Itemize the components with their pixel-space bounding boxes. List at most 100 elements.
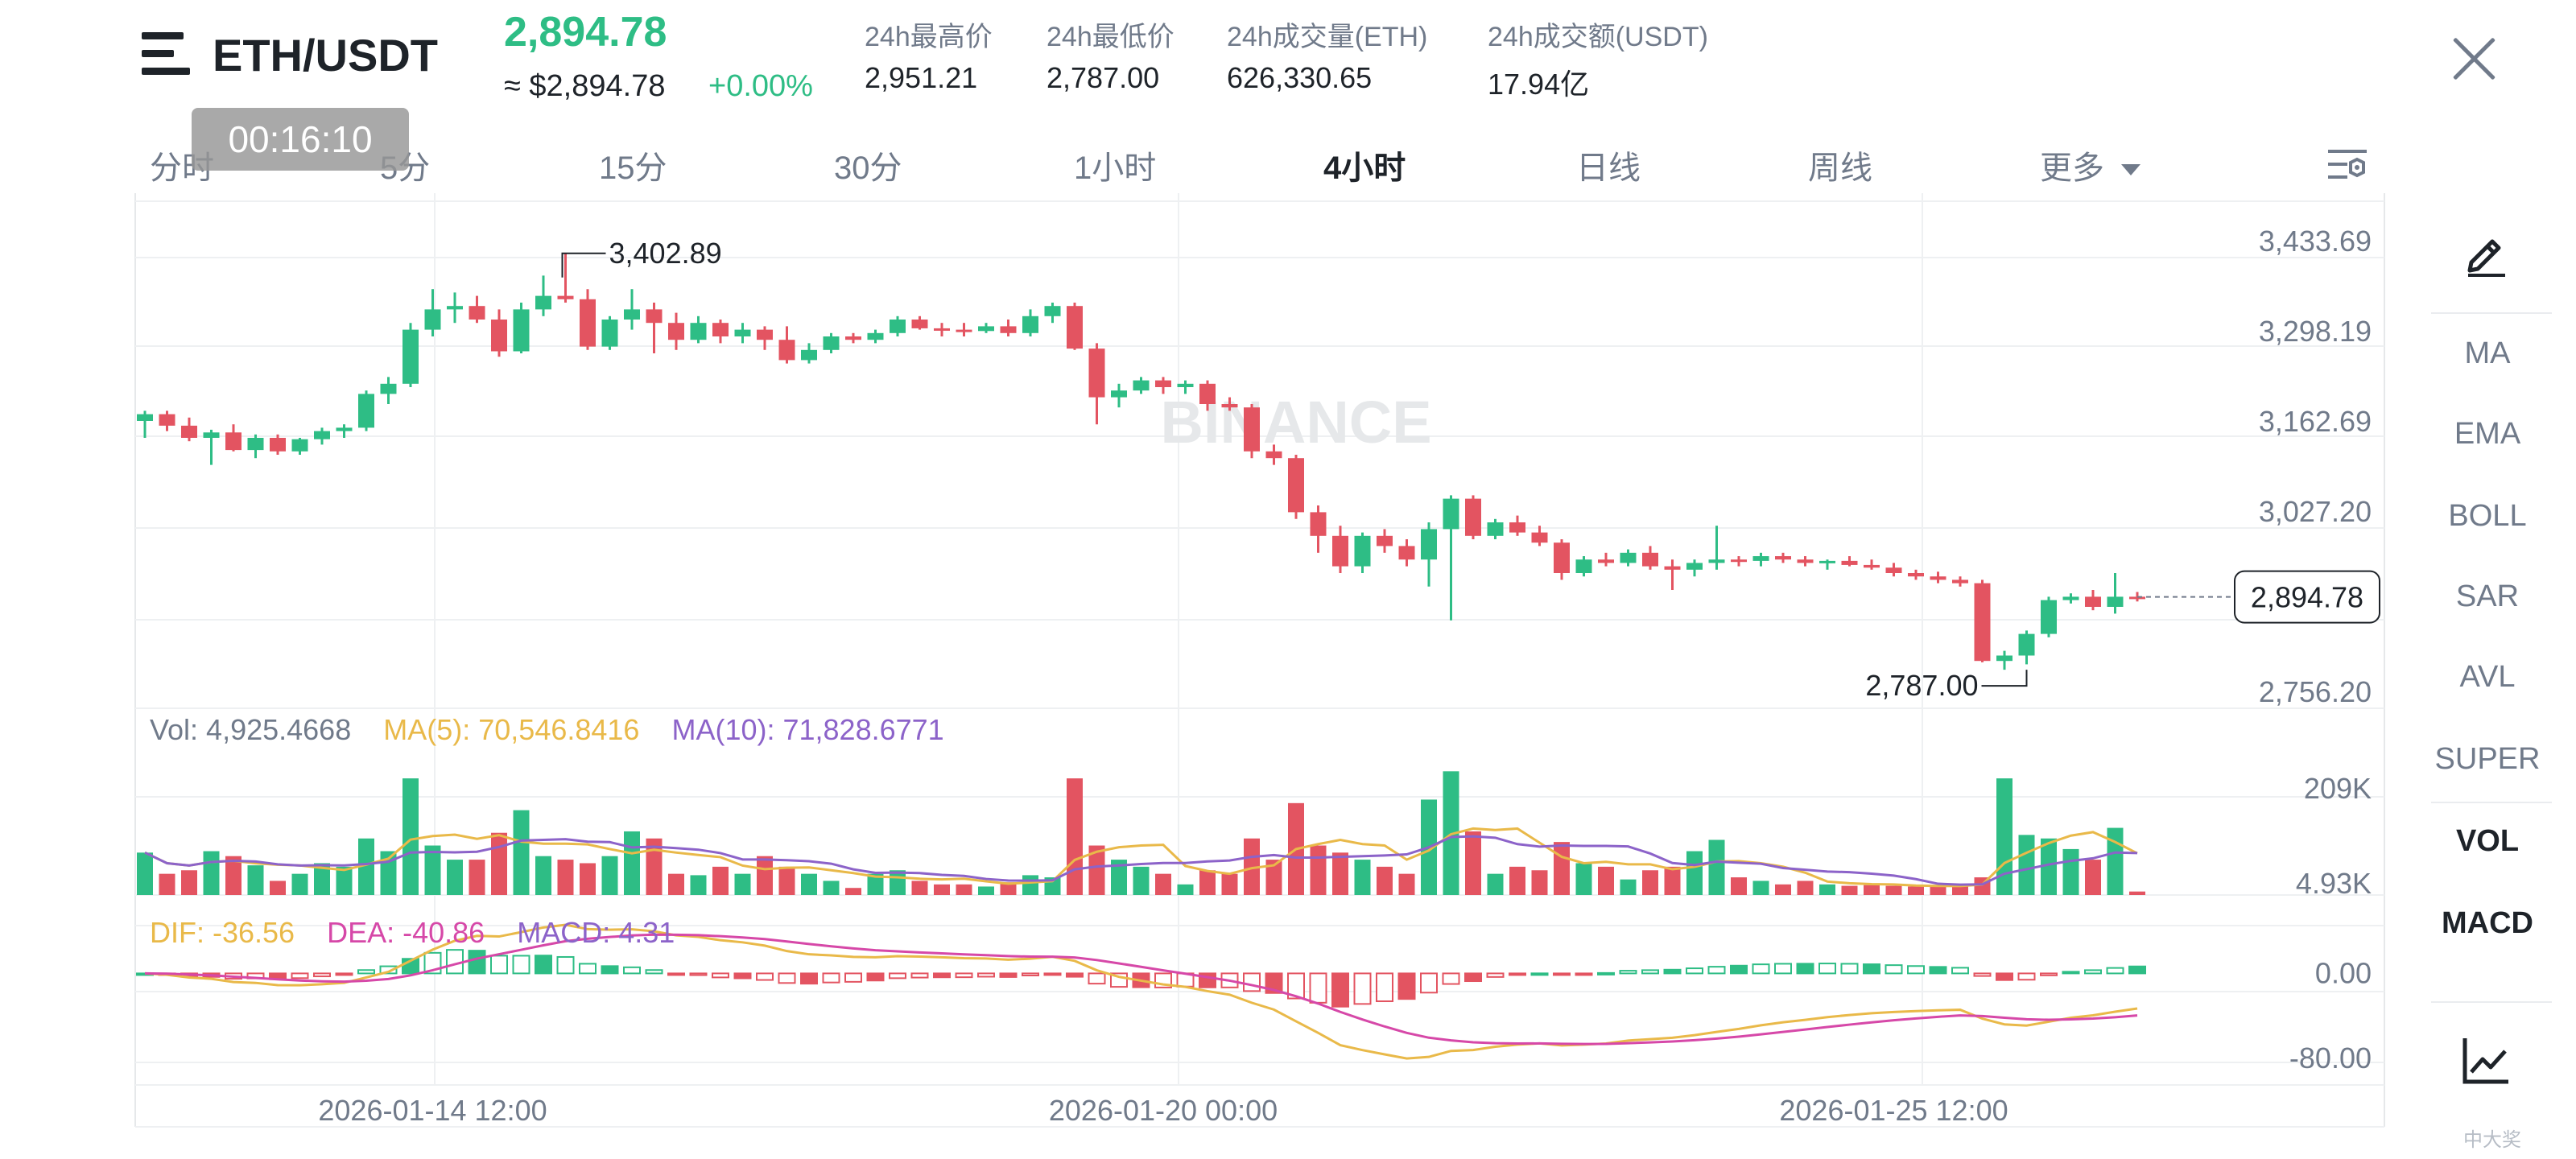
tab-1h[interactable]: 1小时	[1074, 151, 1157, 186]
macd-histogram-bar	[1243, 972, 1261, 992]
indicator-sar[interactable]: SAR	[2455, 580, 2520, 613]
candle-body	[1465, 498, 1481, 536]
candle-body	[1133, 380, 1150, 391]
volume-tick-label: 4.93K	[2296, 867, 2372, 900]
macd-histogram-bar	[1397, 972, 1416, 1000]
volume-bar	[1509, 866, 1525, 895]
volume-bar	[1664, 866, 1681, 895]
volume-bar	[491, 832, 507, 895]
tab-30m[interactable]: 30分	[834, 151, 902, 186]
volume-ma5-line	[144, 827, 2138, 888]
indicator-avl[interactable]: AVL	[2459, 660, 2516, 694]
volume-panel	[137, 771, 2145, 895]
volume-bar	[402, 778, 419, 895]
macd-histogram-bar	[1619, 970, 1637, 975]
volume-bar	[447, 860, 463, 895]
candle-body	[978, 326, 994, 332]
candle-body	[1354, 535, 1371, 567]
volume-bar	[1067, 778, 1083, 895]
volume-bar	[1221, 873, 1238, 895]
candle-body	[1841, 560, 1858, 565]
candle-body	[1664, 566, 1681, 570]
volume-bar	[911, 881, 928, 895]
volume-ma10-line	[144, 835, 2138, 886]
volume-bar	[2085, 860, 2101, 895]
volume-bar	[1465, 831, 1481, 895]
candle-body	[1111, 390, 1127, 398]
volume-bar	[1244, 838, 1260, 895]
macd-histogram-bar	[977, 972, 995, 978]
candle-body	[270, 438, 286, 452]
macd-histogram-bar	[601, 965, 619, 975]
macd-tick-label: -80.00	[2289, 1041, 2372, 1074]
indicator-ema[interactable]: EMA	[2454, 417, 2521, 451]
macd-histogram-bar	[1885, 964, 1903, 975]
macd-histogram-bar	[1530, 972, 1549, 976]
volume-bar	[1088, 845, 1105, 895]
candle-body	[1974, 583, 1991, 662]
candle-body	[1221, 404, 1238, 408]
candle-body	[845, 336, 861, 340]
pair-title[interactable]: ETH/USDT	[213, 30, 438, 80]
volume-legend: Vol: 4,925.4668 MA(5): 70,546.8416 MA(10…	[150, 713, 944, 747]
macd-histogram-bar	[1973, 972, 1992, 977]
menu-icon[interactable]	[142, 32, 193, 77]
tab-1d[interactable]: 日线	[1576, 151, 1641, 186]
volume-bar	[2062, 848, 2079, 895]
chart-settings-icon[interactable]	[2326, 145, 2368, 184]
candle-body	[601, 320, 618, 347]
volume-bar	[1398, 873, 1415, 895]
macd-histogram-bar	[1686, 967, 1703, 975]
pencil-icon[interactable]	[2460, 227, 2512, 278]
candle-body	[1620, 552, 1637, 563]
price-tick-label: 3,433.69	[2259, 225, 2372, 258]
macd-histogram-bar	[1796, 963, 1814, 975]
low-marker-line	[1981, 670, 2028, 687]
tab-1w[interactable]: 周线	[1808, 151, 1872, 186]
candle-body	[801, 349, 817, 361]
macd-histogram-bar	[1641, 969, 1659, 975]
volume-bar	[1111, 860, 1127, 895]
candle-body	[1708, 559, 1725, 563]
indicator-macd[interactable]: MACD	[2442, 906, 2533, 940]
candle-body	[469, 306, 485, 320]
current-price-label: 2,894.78	[2251, 581, 2363, 614]
volume-bar	[1775, 884, 1791, 895]
volume-bar	[513, 810, 530, 895]
macd-histogram-bar	[2017, 972, 2036, 981]
indicator-super[interactable]: SUPER	[2434, 742, 2541, 776]
candle-body	[1996, 655, 2013, 662]
volume-bar	[2129, 891, 2145, 895]
volume-bar	[668, 873, 684, 895]
volume-bar	[1819, 884, 1835, 895]
volume-bar	[734, 873, 751, 895]
candle-body	[203, 432, 220, 438]
tab-more[interactable]: 更多	[2040, 142, 2141, 188]
macd-histogram-bar	[866, 972, 885, 982]
price-tick-label: 3,027.20	[2259, 495, 2372, 528]
candle-body	[690, 323, 707, 340]
candle-body	[424, 309, 441, 330]
candle-body	[1797, 559, 1814, 563]
indicator-ma[interactable]: MA	[2464, 336, 2511, 370]
tab-4h[interactable]: 4小时	[1323, 151, 1406, 186]
stat-label-low: 24h最低价	[1046, 22, 1174, 52]
macd-histogram-bar	[468, 950, 486, 975]
tab-15m[interactable]: 15分	[599, 151, 667, 186]
stat-value-low: 2,787.00	[1046, 61, 1160, 94]
macd-histogram-bar	[1951, 967, 1969, 975]
candle-body	[491, 320, 507, 352]
candle-body	[402, 329, 419, 384]
candle-body	[1575, 559, 1592, 573]
indicator-boll[interactable]: BOLL	[2448, 499, 2527, 533]
candle-body	[137, 414, 153, 421]
volume-bar	[1797, 881, 1814, 895]
vol-legend-ma10: MA(10): 71,828.6771	[671, 713, 944, 746]
stat-value-high: 2,951.21	[865, 61, 978, 94]
line-chart-icon[interactable]	[2460, 1035, 2512, 1087]
macd-histogram-bar	[955, 972, 973, 979]
indicator-vol[interactable]: VOL	[2455, 824, 2520, 858]
macd-histogram-bar	[1464, 972, 1482, 983]
volume-bar	[424, 845, 441, 895]
